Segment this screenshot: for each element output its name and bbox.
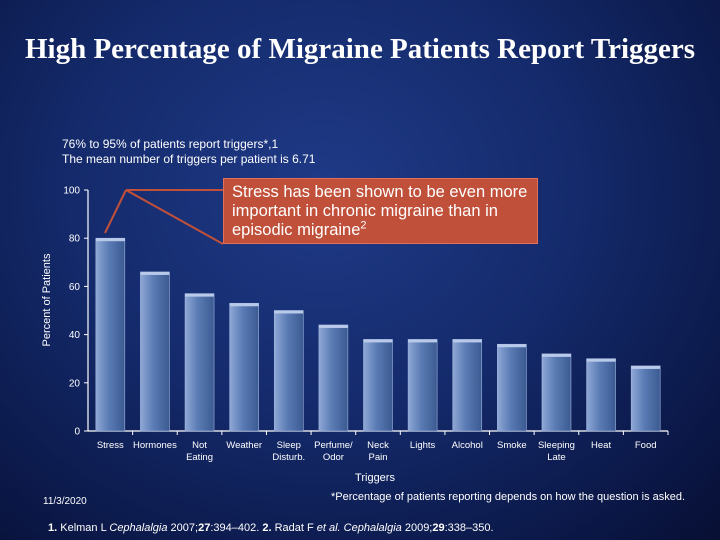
bar-top-highlight — [140, 271, 170, 275]
x-tick-label: Sleep — [277, 440, 301, 451]
bar — [586, 358, 616, 432]
bar-top-highlight — [229, 303, 259, 307]
subtitle-line-2: The mean number of triggers per patient … — [62, 152, 316, 166]
y-tick-label: 20 — [69, 378, 81, 389]
slide-title: High Percentage of Migraine Patients Rep… — [24, 33, 696, 65]
x-tick-label: Eating — [186, 452, 213, 463]
ref1-number: 1. — [48, 522, 58, 534]
bar — [273, 310, 304, 432]
x-tick-label: Sleeping — [538, 440, 575, 451]
bar-top-highlight — [318, 324, 348, 328]
bar — [541, 353, 572, 432]
x-tick-label: Neck — [367, 440, 389, 451]
bar — [452, 339, 483, 432]
ref2-volume: 29 — [432, 522, 445, 534]
bar — [363, 339, 393, 432]
x-tick-label: Alcohol — [452, 440, 483, 451]
ref2-year: 2009; — [401, 522, 433, 534]
x-tick-label: Lights — [410, 440, 436, 451]
bar — [630, 365, 661, 432]
footnote: *Percentage of patients reporting depend… — [331, 491, 686, 503]
x-tick-label: Odor — [323, 452, 344, 463]
bar-top-highlight — [363, 339, 393, 343]
callout-text: Stress has been shown to be even more im… — [232, 183, 528, 239]
stress-callout-box: Stress has been shown to be even more im… — [223, 178, 538, 244]
y-tick-label: 100 — [63, 186, 80, 197]
bar-top-highlight — [541, 353, 571, 357]
y-axis-label: Percent of Patients — [41, 253, 53, 347]
ref2-author: Radat F — [271, 522, 317, 534]
x-tick-label: Disturb. — [272, 452, 305, 463]
bar-top-highlight — [95, 238, 125, 242]
bar — [140, 271, 170, 432]
x-tick-label: Food — [635, 440, 657, 451]
bar — [229, 302, 259, 432]
ref1-pages: :394–402. — [210, 522, 263, 534]
bar — [497, 343, 527, 432]
ref2-pages: :338–350. — [444, 522, 494, 534]
references: 1. Kelman L Cephalalgia 2007;27:394–402.… — [48, 522, 494, 534]
bar — [95, 237, 126, 432]
y-tick-label: 60 — [69, 282, 81, 293]
bar-top-highlight — [452, 339, 482, 343]
callout-superscript: 2 — [360, 219, 367, 232]
y-tick-label: 80 — [69, 234, 81, 245]
ref2-number: 2. — [262, 522, 272, 534]
ref2-etal: et al. — [316, 522, 341, 534]
bar — [184, 293, 215, 432]
x-axis-label: Triggers — [355, 472, 395, 484]
ref1-journal: Cephalalgia — [109, 522, 168, 534]
bar — [407, 339, 438, 432]
x-tick-label: Late — [547, 452, 566, 463]
bar-top-highlight — [408, 339, 438, 343]
y-tick-label: 40 — [69, 330, 81, 341]
y-tick-label: 0 — [74, 427, 80, 438]
bar-top-highlight — [185, 293, 215, 297]
subtitle-line-1: 76% to 95% of patients report triggers*,… — [62, 137, 279, 151]
x-tick-label: Pain — [368, 452, 387, 463]
ref1-author: Kelman L — [57, 522, 110, 534]
x-tick-label: Stress — [97, 440, 124, 451]
x-tick-label: Not — [192, 440, 207, 451]
bar-top-highlight — [586, 358, 616, 362]
ref1-volume: 27 — [198, 522, 211, 534]
slide-date: 11/3/2020 — [43, 496, 87, 507]
x-tick-label: Smoke — [497, 440, 527, 451]
callout-connector-left — [104, 189, 127, 234]
bar-top-highlight — [497, 344, 527, 348]
bar-top-highlight — [274, 310, 304, 314]
ref1-year: 2007; — [167, 522, 199, 534]
callout-connector-diagonal — [125, 189, 224, 245]
ref2-journal: Cephalalgia — [340, 522, 402, 534]
x-tick-label: Weather — [226, 440, 262, 451]
x-tick-label: Hormones — [133, 440, 177, 451]
bar — [318, 324, 349, 432]
subtitle: 76% to 95% of patients report triggers*,… — [62, 137, 315, 167]
x-tick-label: Perfume/ — [314, 440, 353, 451]
x-tick-label: Heat — [591, 440, 611, 451]
bar-top-highlight — [631, 365, 661, 369]
